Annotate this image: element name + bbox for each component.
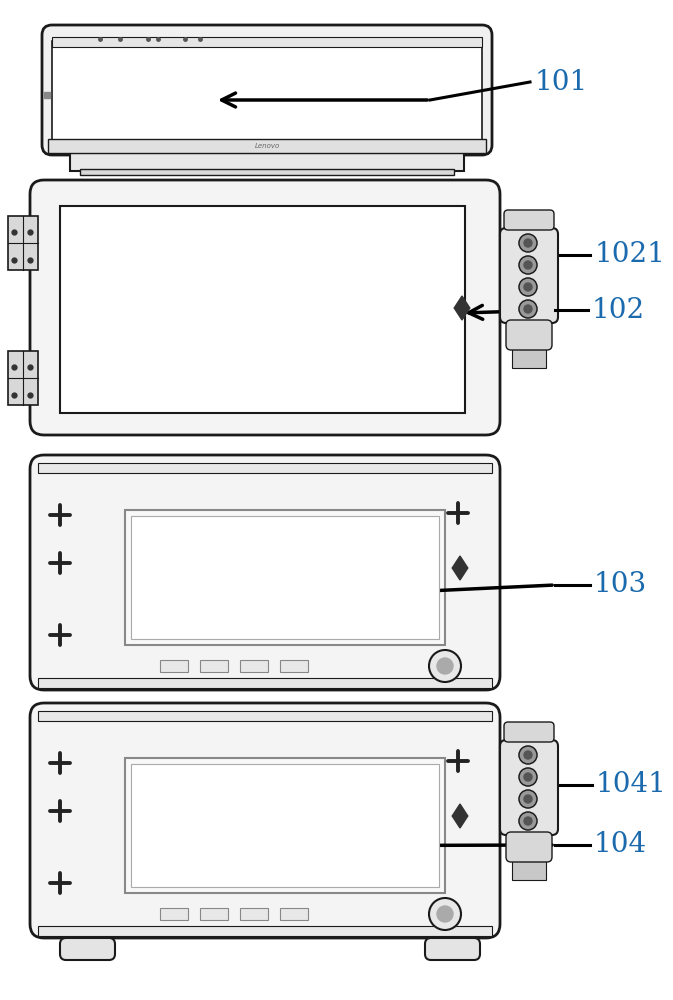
Bar: [38, 678, 492, 688]
Bar: [60, 206, 465, 413]
Bar: [8, 351, 38, 405]
Text: 1021: 1021: [595, 241, 666, 268]
Circle shape: [519, 746, 537, 764]
Bar: [48, 139, 486, 153]
Circle shape: [519, 278, 537, 296]
Circle shape: [519, 234, 537, 252]
Bar: [125, 510, 445, 645]
Bar: [200, 660, 228, 672]
Circle shape: [437, 906, 453, 922]
Circle shape: [524, 261, 532, 269]
FancyBboxPatch shape: [506, 832, 552, 862]
FancyBboxPatch shape: [30, 703, 500, 938]
Bar: [200, 908, 228, 920]
Circle shape: [519, 812, 537, 830]
FancyBboxPatch shape: [60, 938, 115, 960]
Circle shape: [524, 817, 532, 825]
Circle shape: [524, 751, 532, 759]
Bar: [240, 660, 268, 672]
Bar: [131, 764, 439, 887]
Circle shape: [429, 898, 461, 930]
Bar: [52, 37, 482, 47]
Bar: [70, 153, 464, 171]
Circle shape: [524, 305, 532, 313]
Bar: [8, 216, 38, 270]
Polygon shape: [452, 556, 468, 580]
FancyBboxPatch shape: [500, 228, 558, 323]
Circle shape: [524, 239, 532, 247]
Circle shape: [429, 650, 461, 682]
FancyBboxPatch shape: [425, 938, 480, 960]
Text: 101: 101: [535, 68, 588, 96]
Text: 1041: 1041: [596, 772, 667, 798]
Bar: [125, 758, 445, 893]
Bar: [280, 660, 308, 672]
Circle shape: [524, 795, 532, 803]
Circle shape: [524, 773, 532, 781]
Circle shape: [437, 658, 453, 674]
FancyBboxPatch shape: [42, 25, 492, 155]
Bar: [512, 348, 546, 368]
FancyBboxPatch shape: [504, 722, 554, 742]
FancyBboxPatch shape: [30, 455, 500, 690]
FancyBboxPatch shape: [506, 320, 552, 350]
Polygon shape: [454, 296, 470, 320]
Bar: [38, 711, 492, 721]
FancyBboxPatch shape: [500, 740, 558, 835]
Circle shape: [519, 768, 537, 786]
Circle shape: [519, 790, 537, 808]
Text: 104: 104: [594, 832, 647, 858]
Bar: [38, 463, 492, 473]
Bar: [80, 169, 454, 175]
Bar: [131, 516, 439, 639]
Polygon shape: [452, 804, 468, 828]
Text: 103: 103: [594, 572, 647, 598]
Bar: [160, 908, 188, 920]
Bar: [52, 41, 482, 143]
Bar: [160, 660, 188, 672]
Bar: [240, 908, 268, 920]
Text: Lenovo: Lenovo: [254, 143, 279, 149]
FancyBboxPatch shape: [504, 210, 554, 230]
Circle shape: [524, 283, 532, 291]
Circle shape: [519, 300, 537, 318]
Circle shape: [519, 256, 537, 274]
Bar: [280, 908, 308, 920]
FancyBboxPatch shape: [30, 180, 500, 435]
Text: 102: 102: [592, 296, 645, 324]
Bar: [38, 926, 492, 936]
Bar: [512, 860, 546, 880]
